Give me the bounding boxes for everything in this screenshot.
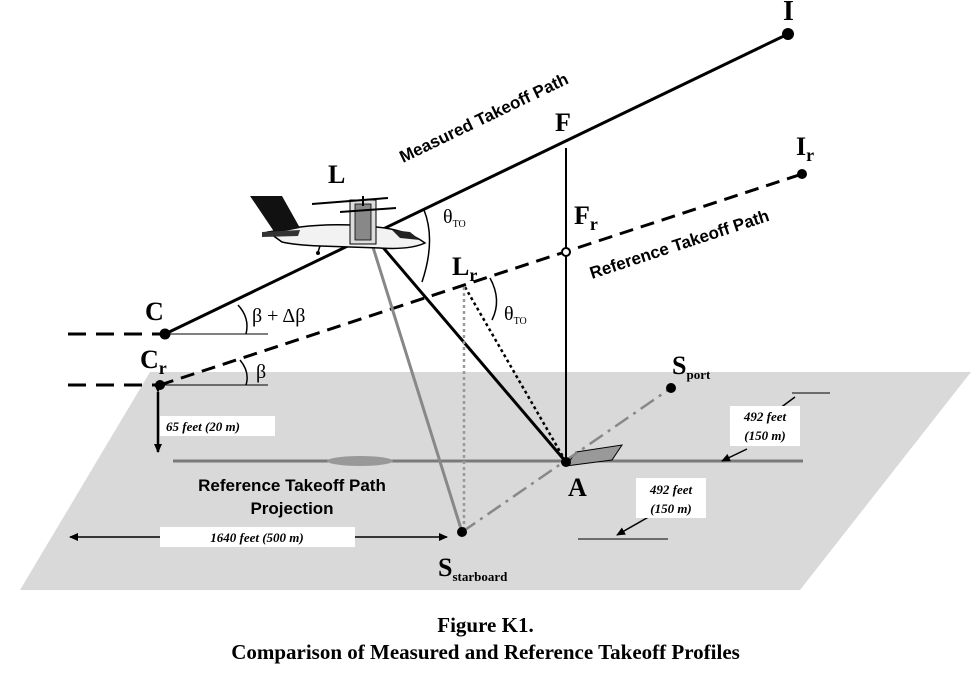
reference-takeoff-path: [159, 172, 803, 387]
line-Lr-A: [463, 286, 568, 463]
label-A: A: [568, 473, 587, 502]
offset-bottom-arrow: [616, 514, 653, 536]
point-A: [561, 457, 571, 467]
theta-arc-reference: [489, 277, 498, 321]
label-beta-delta: β + Δβ: [252, 305, 305, 327]
point-C: [159, 328, 171, 340]
label-Ir: Ir: [796, 132, 814, 165]
label-Sport: Sport: [672, 351, 711, 382]
label-projection-line2: Projection: [250, 499, 333, 518]
theta-arc-measured: [421, 209, 431, 283]
label-height-dim: 65 feet (20 m): [166, 419, 240, 434]
label-Cr: Cr: [140, 345, 167, 378]
label-L: L: [328, 160, 345, 189]
caption-figure-number: Figure K1.: [437, 613, 534, 637]
label-F: F: [555, 108, 571, 137]
distance-dim-box: [160, 527, 355, 547]
label-offset-bottom-2: (150 m): [650, 501, 692, 516]
label-offset-top-1: 492 feet: [743, 409, 787, 424]
point-Sport: [666, 383, 676, 393]
line-L-A: [373, 237, 568, 463]
measured-takeoff-path: [164, 32, 789, 336]
point-Cr: [155, 380, 165, 390]
label-Sstarboard: Sstarboard: [438, 553, 508, 584]
caption-title: Comparison of Measured and Reference Tak…: [231, 640, 740, 664]
offset-top-box: [730, 406, 800, 446]
height-dim-box: [160, 416, 275, 436]
label-beta: β: [256, 361, 266, 383]
point-Ir: [797, 169, 807, 179]
label-offset-top-2: (150 m): [744, 428, 786, 443]
label-theta-reference: θTO: [504, 303, 527, 327]
label-Fr: Fr: [574, 201, 598, 234]
offset-mid-arrow: [721, 448, 748, 462]
label-offset-bottom-1: 492 feet: [649, 482, 693, 497]
beta-delta-arc: [237, 304, 248, 335]
line-L-Sstarboard: [370, 243, 464, 533]
projection-aircraft-marker: [327, 456, 393, 466]
aircraft-icon: [250, 196, 427, 255]
label-reference-path: Reference Takeoff Path: [587, 206, 771, 283]
label-theta-measured: θTO: [443, 206, 466, 230]
ground-plane: [20, 372, 971, 590]
label-C: C: [145, 297, 164, 326]
offset-bottom-box: [636, 478, 706, 518]
point-Sstarboard: [457, 527, 467, 537]
label-Lr: Lr: [452, 252, 477, 285]
point-I: [782, 28, 794, 40]
point-Fr: [561, 247, 571, 257]
label-distance-dim: 1640 feet (500 m): [210, 530, 304, 545]
label-I: I: [783, 0, 794, 27]
label-projection-line1: Reference Takeoff Path: [198, 476, 386, 495]
beta-arc: [239, 359, 248, 386]
